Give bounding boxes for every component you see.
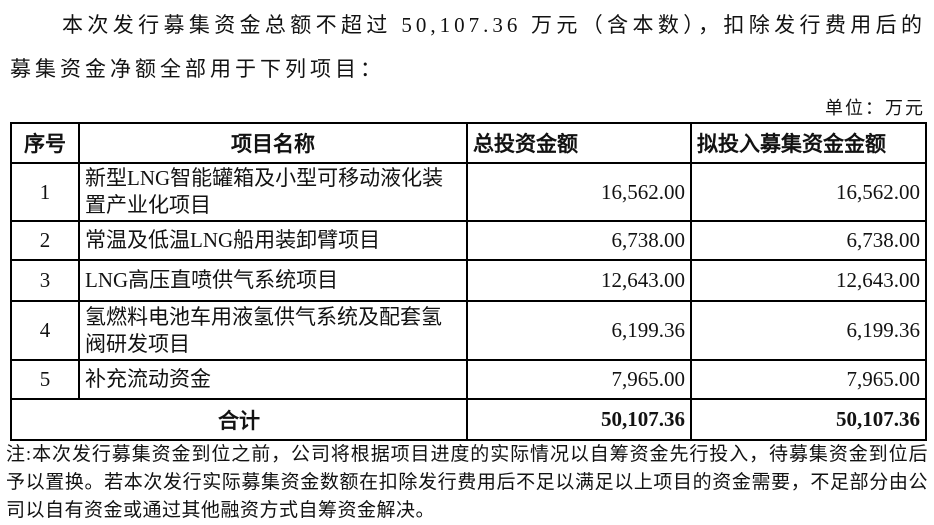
row-no: 2: [10, 220, 80, 261]
row-total-investment: 7,965.00: [466, 359, 692, 400]
raised-funds-sum: 50,107.36: [690, 398, 927, 441]
row-total-investment: 12,643.00: [466, 259, 692, 302]
row-raised-funds: 6,199.36: [690, 300, 927, 361]
row-project-name: 氢燃料电池车用液氢供气系统及配套氢阀研发项目: [78, 300, 468, 361]
row-total-investment: 16,562.00: [466, 162, 692, 222]
row-raised-funds: 12,643.00: [690, 259, 927, 302]
table-header-row: 序号 项目名称 总投资金额 拟投入募集资金金额: [10, 122, 927, 164]
funding-projects-table: 序号 项目名称 总投资金额 拟投入募集资金金额 1 新型LNG智能罐箱及小型可移…: [10, 122, 927, 441]
table-row: 4 氢燃料电池车用液氢供气系统及配套氢阀研发项目 6,199.36 6,199.…: [10, 300, 927, 361]
table-row: 3 LNG高压直喷供气系统项目 12,643.00 12,643.00: [10, 259, 927, 302]
row-total-investment: 6,738.00: [466, 220, 692, 261]
header-raised-funds: 拟投入募集资金金额: [690, 122, 927, 164]
table-row: 5 补充流动资金 7,965.00 7,965.00: [10, 359, 927, 400]
note-paragraph: 注:本次发行募集资金到位之前，公司将根据项目进度的实际情况以自筹资金先行投入，待…: [6, 444, 928, 521]
row-no: 1: [10, 162, 80, 222]
total-investment-sum: 50,107.36: [466, 398, 692, 441]
row-no: 4: [10, 300, 80, 361]
header-project-name: 项目名称: [78, 122, 468, 164]
header-total-investment: 总投资金额: [466, 122, 692, 164]
row-project-name: 补充流动资金: [78, 359, 468, 400]
header-no: 序号: [10, 122, 80, 164]
row-project-name: LNG高压直喷供气系统项目: [78, 259, 468, 302]
row-project-name: 常温及低温LNG船用装卸臂项目: [78, 220, 468, 261]
row-no: 5: [10, 359, 80, 400]
row-project-name: 新型LNG智能罐箱及小型可移动液化装置产业化项目: [78, 162, 468, 222]
row-raised-funds: 6,738.00: [690, 220, 927, 261]
intro-paragraph: 本次发行募集资金总额不超过 50,107.36 万元（含本数），扣除发行费用后的…: [10, 13, 926, 81]
table-row: 1 新型LNG智能罐箱及小型可移动液化装置产业化项目 16,562.00 16,…: [10, 162, 927, 222]
total-label: 合计: [10, 398, 468, 441]
table-total-row: 合计 50,107.36 50,107.36: [10, 398, 927, 441]
unit-label: 单位：万元: [825, 98, 925, 118]
row-raised-funds: 7,965.00: [690, 359, 927, 400]
row-no: 3: [10, 259, 80, 302]
row-raised-funds: 16,562.00: [690, 162, 927, 222]
table-row: 2 常温及低温LNG船用装卸臂项目 6,738.00 6,738.00: [10, 220, 927, 261]
row-total-investment: 6,199.36: [466, 300, 692, 361]
